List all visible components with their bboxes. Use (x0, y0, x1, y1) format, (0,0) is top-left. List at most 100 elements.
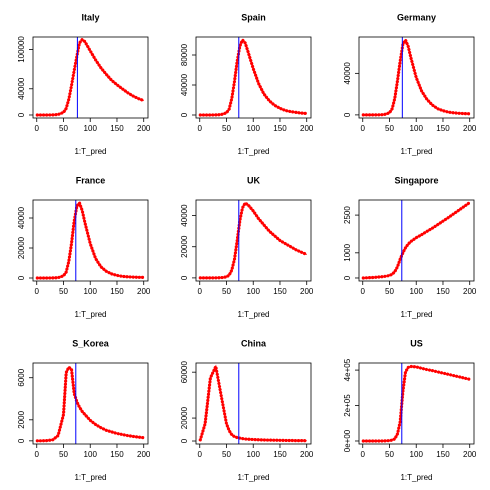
x-tick-label: 50 (222, 124, 231, 133)
x-tick-label: 0 (35, 287, 40, 296)
data-line (361, 364, 472, 443)
data-line-core (199, 364, 307, 442)
x-tick-label: 0 (35, 450, 40, 459)
x-axis-label: 1:T_pred (400, 147, 432, 156)
data-line-core (363, 202, 471, 279)
x-tick-label: 100 (410, 287, 424, 296)
y-tick-label: 0 (343, 275, 352, 280)
x-tick-label: 150 (273, 287, 287, 296)
y-tick-label: 1000 (343, 243, 352, 261)
x-tick-label: 0 (361, 287, 366, 296)
chart-title: UK (247, 175, 260, 185)
y-tick-label: 0 (17, 112, 26, 117)
data-line (35, 365, 146, 443)
plot-frame (32, 199, 149, 282)
y-tick-label: 0 (17, 438, 26, 443)
x-tick-label: 50 (385, 450, 394, 459)
y-tick-label: 2000 (17, 410, 26, 428)
x-tick-label: 100 (410, 124, 424, 133)
x-tick-label: 100 (410, 450, 424, 459)
y-tick-label: 40000 (17, 77, 26, 100)
x-axis-label: 1:T_pred (74, 147, 106, 156)
data-line-core (200, 38, 307, 116)
y-tick-label: 0 (17, 275, 26, 280)
x-tick-label: 100 (84, 450, 98, 459)
y-tick-label: 0e+00 (343, 429, 352, 452)
y-tick-label: 4e+05 (343, 358, 352, 381)
y-tick-label: 6000 (17, 368, 26, 386)
x-tick-label: 150 (436, 450, 450, 459)
x-tick-label: 150 (273, 124, 287, 133)
y-tick-label: 80000 (180, 43, 189, 66)
x-tick-label: 0 (198, 287, 203, 296)
y-tick-label: 2500 (343, 206, 352, 224)
data-line-core (363, 365, 470, 442)
data-line-core (37, 366, 144, 442)
x-tick-label: 50 (385, 124, 394, 133)
data-line (198, 38, 309, 117)
plot-frame (195, 362, 312, 445)
x-tick-label: 200 (300, 287, 314, 296)
data-line-core (363, 38, 470, 116)
x-axis-label: 1:T_pred (400, 473, 432, 482)
y-tick-label: 100000 (17, 36, 26, 63)
chart-title: Italy (81, 12, 99, 22)
x-axis-label: 1:T_pred (237, 310, 269, 319)
x-tick-label: 200 (300, 124, 314, 133)
data-line-core (37, 38, 144, 116)
x-tick-label: 50 (222, 450, 231, 459)
y-tick-label: 20000 (180, 406, 189, 429)
chart-title: US (410, 338, 423, 348)
plot-frame (32, 36, 149, 119)
x-tick-label: 100 (84, 287, 98, 296)
x-tick-label: 100 (84, 124, 98, 133)
chart-title: France (76, 175, 106, 185)
plot-frame (195, 36, 312, 119)
y-tick-label: 0 (180, 438, 189, 443)
y-tick-label: 0 (180, 275, 189, 280)
x-tick-label: 200 (463, 124, 477, 133)
y-tick-label: 40000 (343, 62, 352, 85)
chart-title: Spain (241, 12, 266, 22)
y-tick-label: 40000 (180, 73, 189, 96)
x-axis-label: 1:T_pred (237, 147, 269, 156)
plot-frame (358, 362, 475, 445)
x-tick-label: 200 (463, 287, 477, 296)
x-tick-label: 200 (463, 450, 477, 459)
x-axis-label: 1:T_pred (74, 310, 106, 319)
plot-frame (32, 362, 149, 445)
plot-frame (358, 199, 475, 282)
chart-title: Germany (397, 12, 436, 22)
x-tick-label: 150 (110, 450, 124, 459)
x-tick-label: 100 (247, 450, 261, 459)
y-tick-label: 20000 (17, 236, 26, 259)
plot-frame (195, 199, 312, 282)
x-tick-label: 150 (436, 124, 450, 133)
x-tick-label: 150 (273, 450, 287, 459)
x-tick-label: 50 (59, 450, 68, 459)
y-tick-label: 20000 (180, 235, 189, 258)
x-tick-label: 150 (110, 124, 124, 133)
x-axis-label: 1:T_pred (400, 310, 432, 319)
x-tick-label: 0 (198, 124, 203, 133)
x-tick-label: 200 (137, 124, 151, 133)
x-tick-label: 100 (247, 124, 261, 133)
x-tick-label: 200 (137, 287, 151, 296)
x-tick-label: 200 (137, 450, 151, 459)
chart-title: S_Korea (72, 338, 110, 348)
chart-title: China (241, 338, 267, 348)
data-line-core (37, 201, 144, 279)
x-tick-label: 150 (436, 287, 450, 296)
y-tick-label: 2e+05 (343, 394, 352, 417)
x-tick-label: 200 (300, 450, 314, 459)
plot-frame (358, 36, 475, 119)
data-line (198, 201, 309, 280)
y-tick-label: 0 (180, 112, 189, 117)
x-tick-label: 50 (59, 287, 68, 296)
x-tick-label: 0 (198, 450, 203, 459)
x-axis-label: 1:T_pred (74, 473, 106, 482)
data-line (198, 364, 309, 443)
x-tick-label: 50 (222, 287, 231, 296)
x-tick-label: 0 (35, 124, 40, 133)
data-line-core (200, 202, 307, 279)
